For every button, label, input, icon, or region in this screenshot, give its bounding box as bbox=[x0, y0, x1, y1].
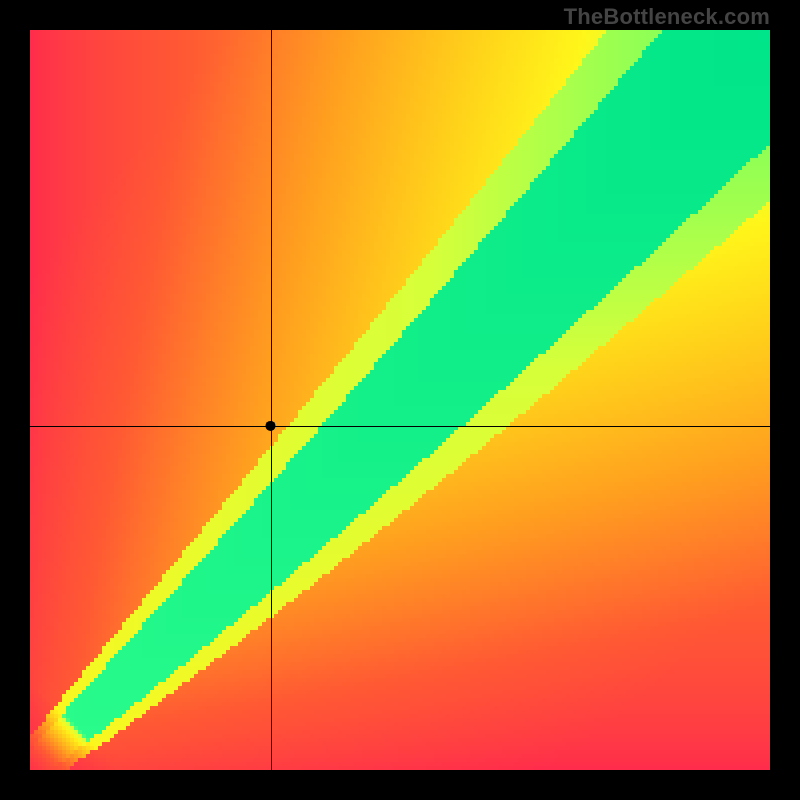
crosshair-overlay bbox=[0, 0, 800, 800]
watermark-text: TheBottleneck.com bbox=[564, 4, 770, 30]
